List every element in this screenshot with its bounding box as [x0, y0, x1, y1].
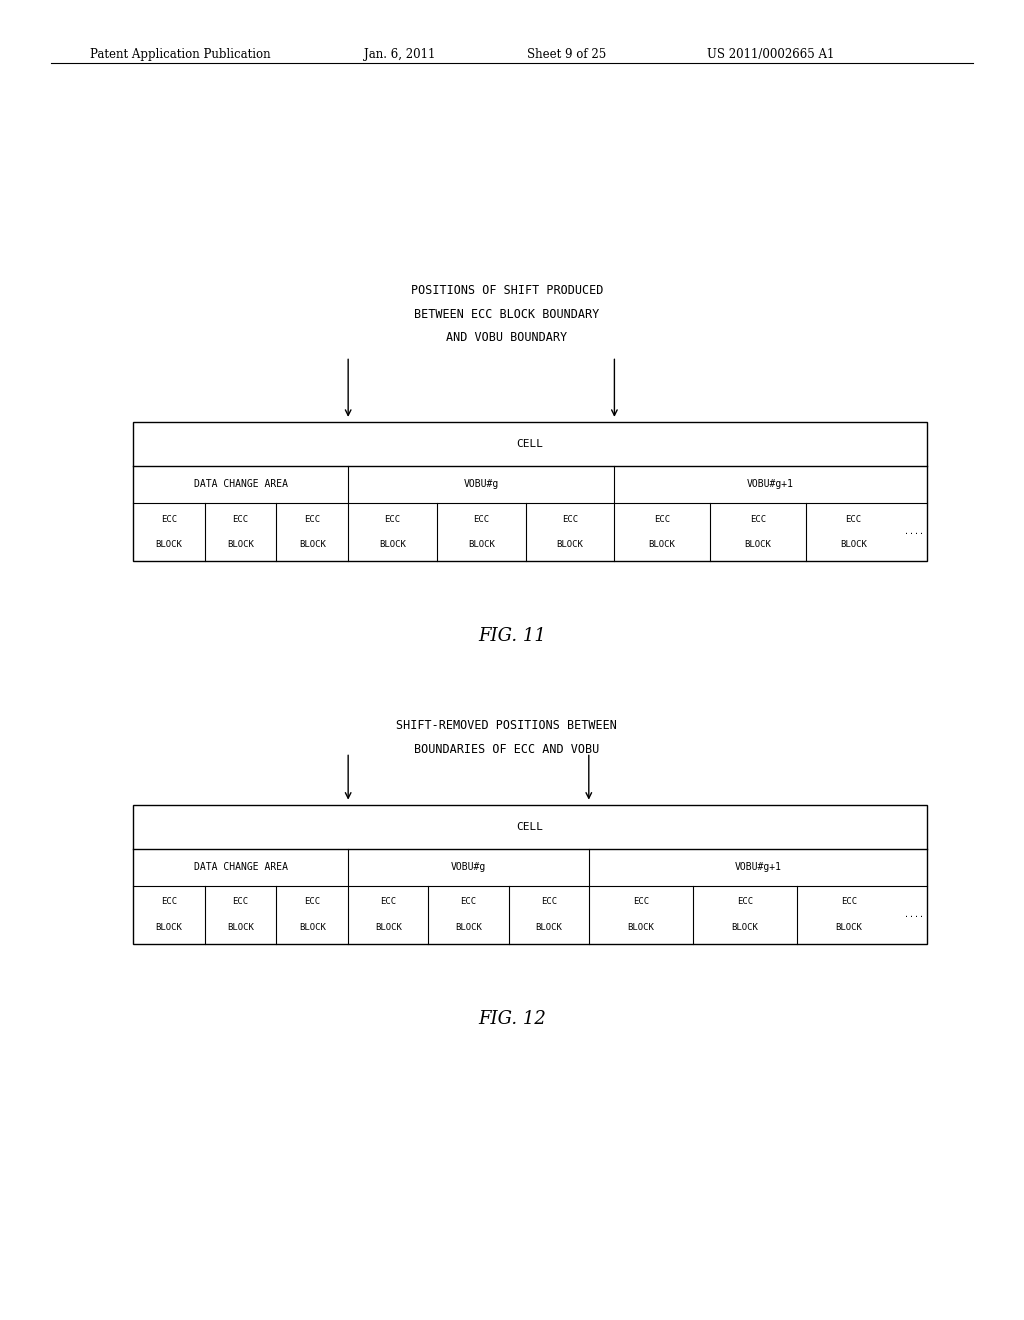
Text: BLOCK: BLOCK [468, 540, 495, 549]
Text: ECC: ECC [562, 515, 579, 524]
Text: BLOCK: BLOCK [299, 540, 326, 549]
Text: BLOCK: BLOCK [536, 923, 562, 932]
Text: ECC: ECC [304, 515, 321, 524]
Text: ECC: ECC [737, 898, 753, 907]
Text: BLOCK: BLOCK [649, 540, 676, 549]
Text: BLOCK: BLOCK [156, 923, 182, 932]
Text: Patent Application Publication: Patent Application Publication [90, 48, 270, 61]
Text: ECC: ECC [845, 515, 861, 524]
Text: VOBU#g+1: VOBU#g+1 [734, 862, 781, 873]
Bar [133, 805, 927, 944]
Text: BLOCK: BLOCK [379, 540, 406, 549]
Text: BLOCK: BLOCK [731, 923, 759, 932]
Text: US 2011/0002665 A1: US 2011/0002665 A1 [707, 48, 834, 61]
Text: Sheet 9 of 25: Sheet 9 of 25 [527, 48, 606, 61]
Text: AND VOBU BOUNDARY: AND VOBU BOUNDARY [446, 331, 567, 345]
Text: BOUNDARIES OF ECC AND VOBU: BOUNDARIES OF ECC AND VOBU [415, 743, 599, 756]
Text: ECC: ECC [473, 515, 489, 524]
Text: BETWEEN ECC BLOCK BOUNDARY: BETWEEN ECC BLOCK BOUNDARY [415, 308, 599, 321]
Text: DATA CHANGE AREA: DATA CHANGE AREA [194, 479, 288, 490]
Text: SHIFT-REMOVED POSITIONS BETWEEN: SHIFT-REMOVED POSITIONS BETWEEN [396, 719, 617, 733]
Text: ECC: ECC [161, 898, 177, 907]
Text: ECC: ECC [161, 515, 177, 524]
Text: POSITIONS OF SHIFT PRODUCED: POSITIONS OF SHIFT PRODUCED [411, 284, 603, 297]
Text: BLOCK: BLOCK [455, 923, 482, 932]
Text: BLOCK: BLOCK [836, 923, 862, 932]
Text: ....: .... [904, 911, 924, 919]
Text: ECC: ECC [384, 515, 400, 524]
Text: FIG. 12: FIG. 12 [478, 1010, 546, 1028]
Text: CELL: CELL [516, 440, 544, 449]
Text: VOBU#g: VOBU#g [464, 479, 499, 490]
Text: VOBU#g+1: VOBU#g+1 [748, 479, 794, 490]
Text: ECC: ECC [750, 515, 766, 524]
Text: BLOCK: BLOCK [744, 540, 771, 549]
Text: BLOCK: BLOCK [628, 923, 654, 932]
Text: BLOCK: BLOCK [840, 540, 866, 549]
Text: DATA CHANGE AREA: DATA CHANGE AREA [194, 862, 288, 873]
Text: BLOCK: BLOCK [375, 923, 401, 932]
Bar [133, 422, 927, 561]
Text: BLOCK: BLOCK [557, 540, 584, 549]
Text: ECC: ECC [461, 898, 476, 907]
Text: ECC: ECC [232, 898, 249, 907]
Text: ECC: ECC [232, 515, 249, 524]
Text: ECC: ECC [541, 898, 557, 907]
Text: BLOCK: BLOCK [299, 923, 326, 932]
Text: ECC: ECC [380, 898, 396, 907]
Text: ECC: ECC [654, 515, 671, 524]
Text: ECC: ECC [304, 898, 321, 907]
Text: BLOCK: BLOCK [227, 923, 254, 932]
Text: BLOCK: BLOCK [227, 540, 254, 549]
Text: CELL: CELL [516, 822, 544, 832]
Text: ECC: ECC [633, 898, 649, 907]
Text: ....: .... [904, 528, 924, 536]
Text: BLOCK: BLOCK [156, 540, 182, 549]
Text: ECC: ECC [841, 898, 857, 907]
Text: FIG. 11: FIG. 11 [478, 627, 546, 645]
Text: VOBU#g: VOBU#g [451, 862, 486, 873]
Text: Jan. 6, 2011: Jan. 6, 2011 [364, 48, 435, 61]
